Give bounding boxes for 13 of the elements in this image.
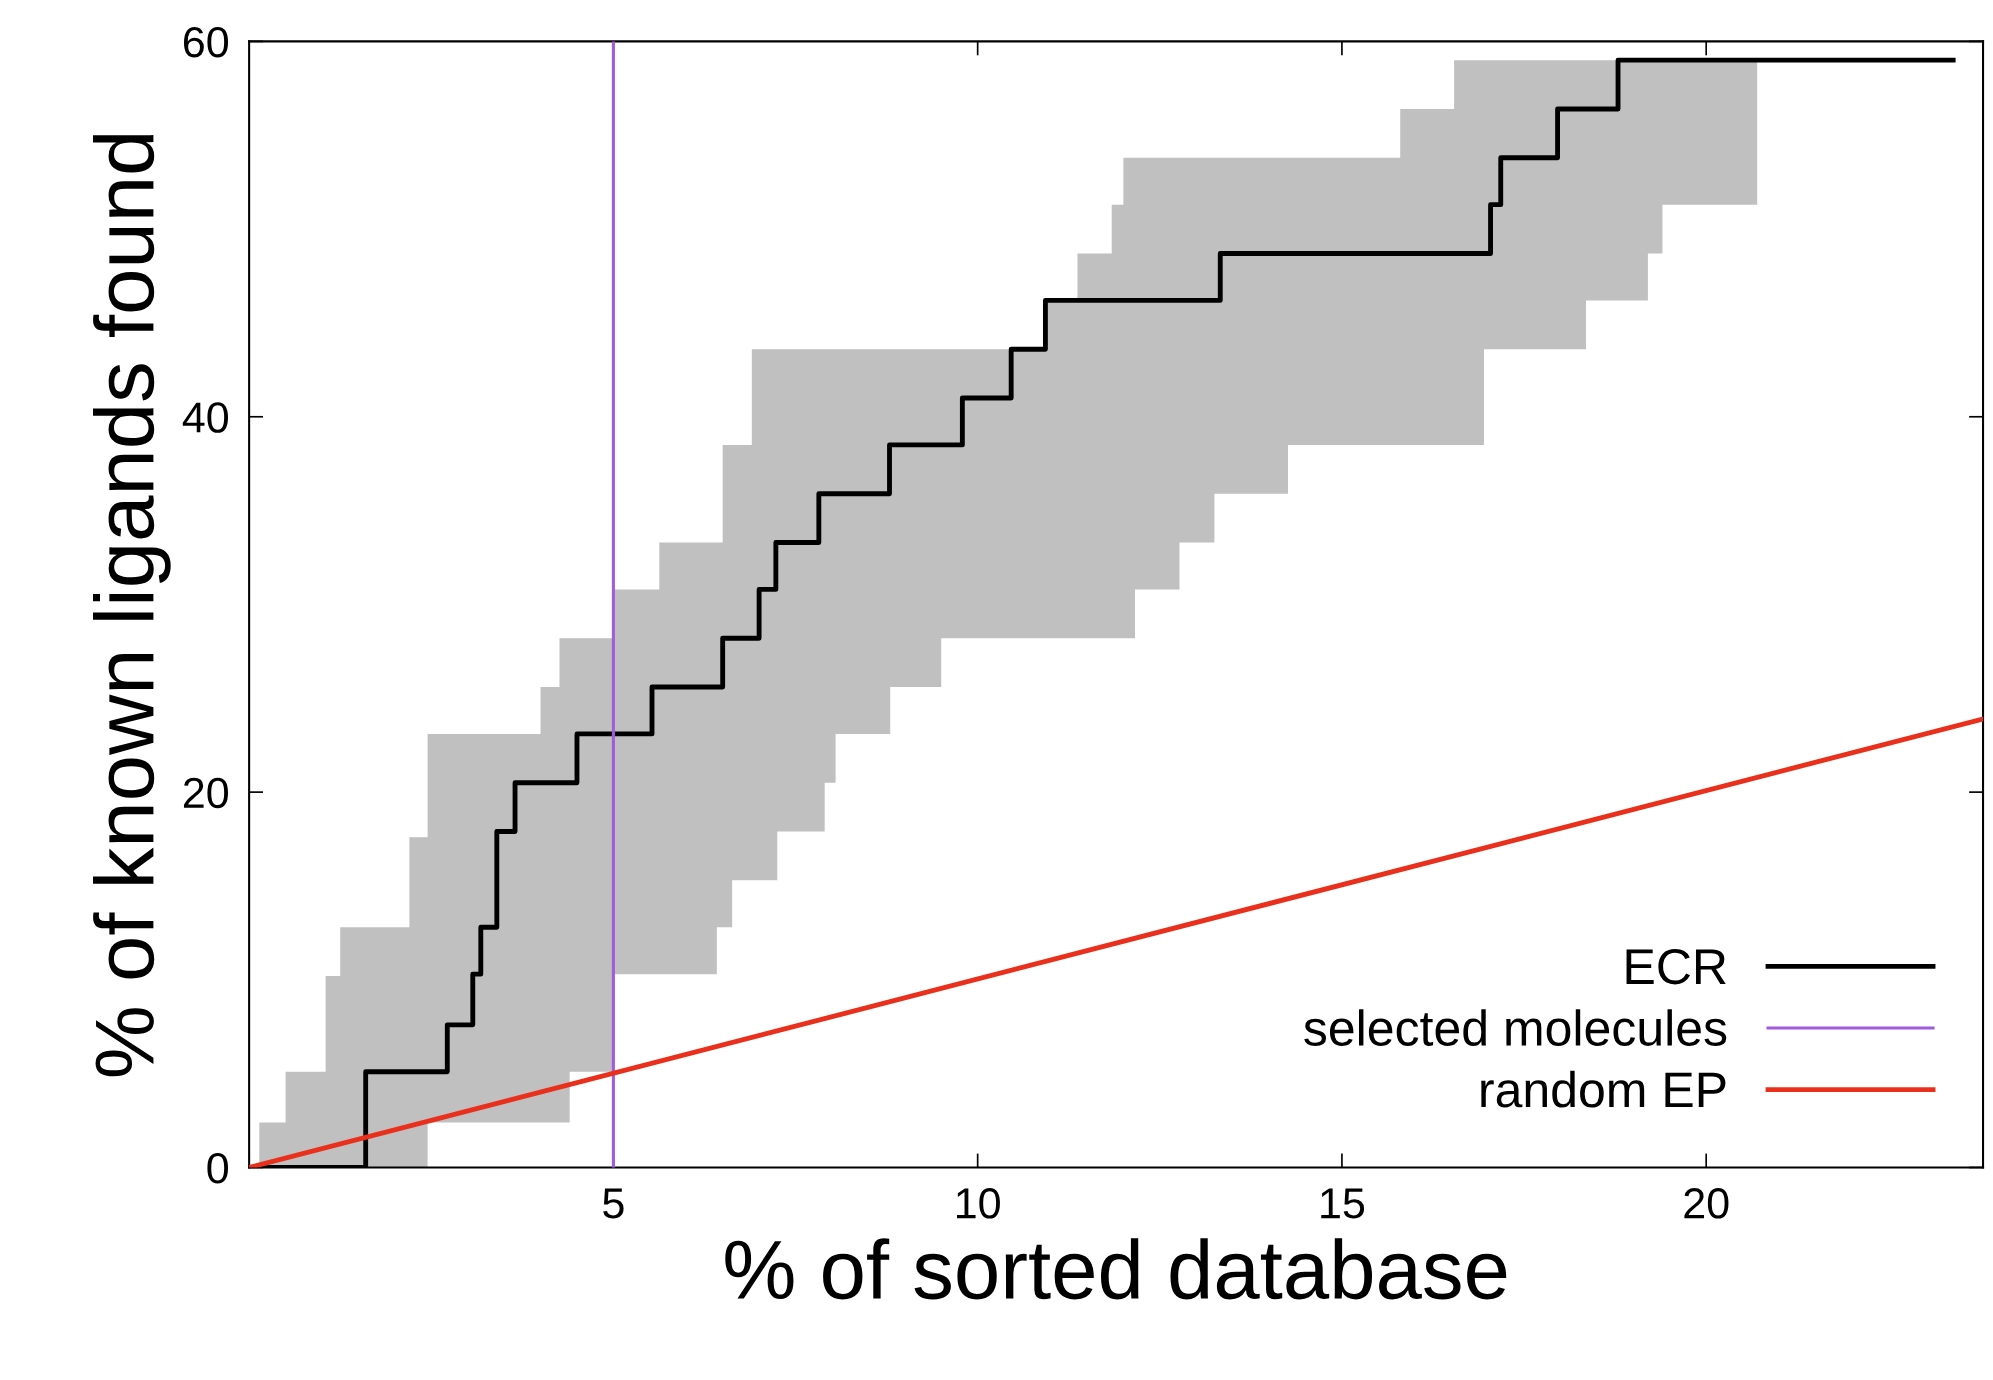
legend-label: selected molecules bbox=[1304, 1009, 1727, 1046]
y-tick-label: 60 bbox=[183, 26, 228, 58]
x-axis-title: % of sorted database bbox=[725, 1238, 1507, 1300]
y-tick-label: 20 bbox=[183, 777, 228, 809]
x-tick-label: 10 bbox=[957, 1188, 1000, 1219]
legend-label: random EP bbox=[1481, 1070, 1726, 1108]
x-tick-label: 15 bbox=[1321, 1188, 1365, 1219]
y-tick-label: 40 bbox=[182, 402, 228, 433]
legend-label: ECR bbox=[1626, 948, 1726, 985]
x-tick-label: 20 bbox=[1684, 1188, 1729, 1219]
x-tick-label: 5 bbox=[603, 1188, 624, 1219]
y-tick-label: 0 bbox=[207, 1153, 228, 1184]
y-axis-title: % of known ligands found bbox=[93, 134, 171, 1077]
